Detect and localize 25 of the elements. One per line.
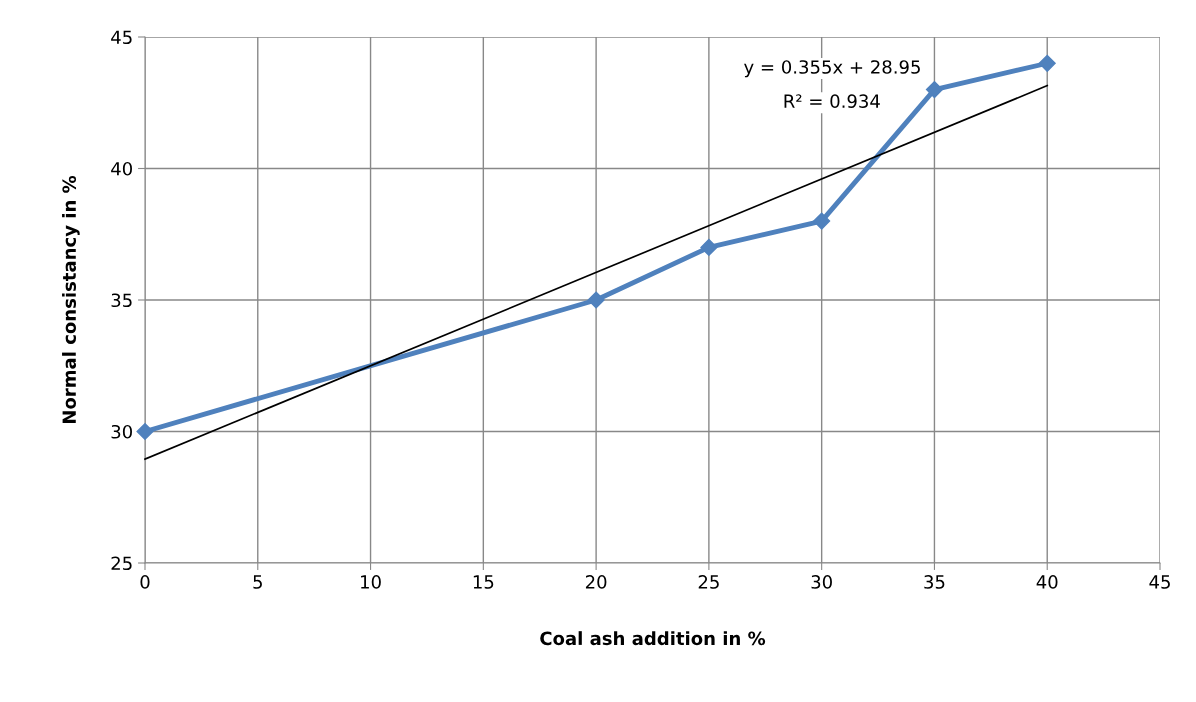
- y-tick-label: 45: [111, 30, 132, 45]
- point: [700, 238, 718, 256]
- y-tick-label: 30: [111, 424, 132, 439]
- annotation: R² = 0.934: [784, 94, 880, 108]
- x-tick-label: 20: [585, 575, 607, 589]
- point: [813, 212, 831, 230]
- x-tick-label: 10: [361, 575, 381, 589]
- point: [136, 422, 154, 441]
- annotation: y = 0.355x + 28.95: [744, 60, 920, 78]
- x-tick-label: 35: [924, 575, 945, 589]
- x-tick-label: 15: [473, 575, 494, 589]
- y-tick-label: 40: [111, 161, 132, 176]
- x-tick-label: 30: [811, 575, 832, 589]
- x-tick-label: 5: [253, 575, 262, 589]
- y-axis-title: Normal consistancy in %: [62, 175, 80, 424]
- x-tick-label: 0: [140, 575, 150, 589]
- x-tick-label: 45: [1149, 575, 1170, 589]
- x-axis-title: Coal ash addition in %: [540, 631, 766, 646]
- x-tick-label: 40: [1036, 575, 1058, 589]
- x-tick-label: 25: [698, 575, 719, 589]
- point: [1038, 54, 1056, 72]
- point: [925, 81, 943, 99]
- y-tick-label: 35: [111, 293, 132, 308]
- point: [587, 291, 605, 309]
- y-tick-label: 25: [111, 556, 132, 571]
